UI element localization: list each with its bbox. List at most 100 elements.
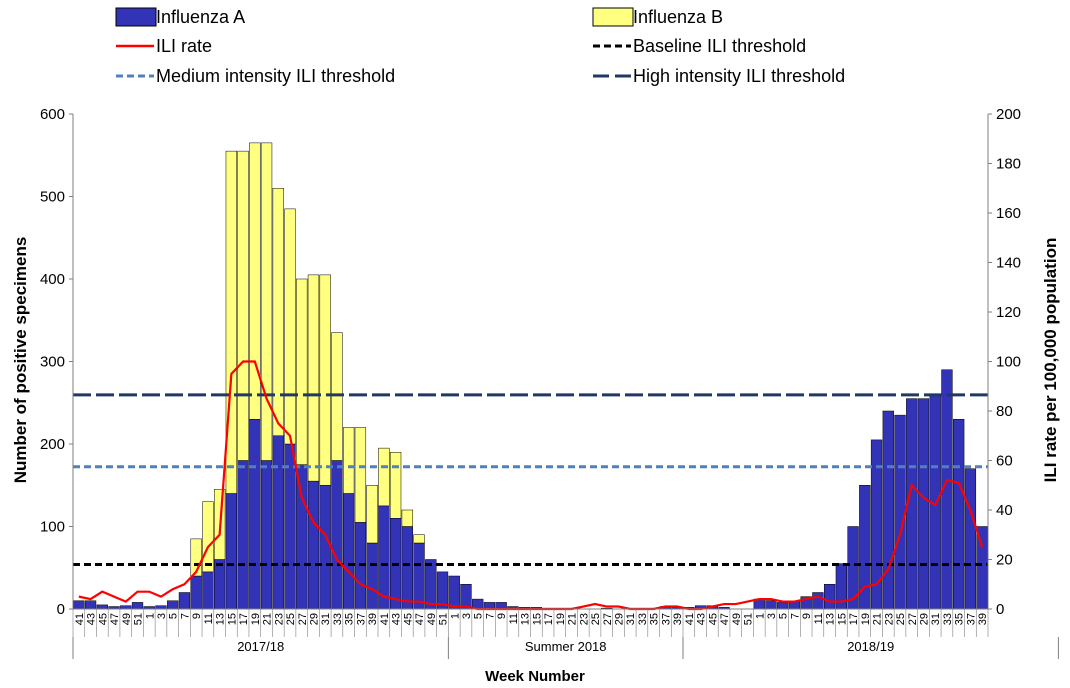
bar-influenza-a [777,602,789,610]
x-tick-label: 39 [977,613,989,625]
x-tick-label: 51 [438,613,450,625]
y-left-tick-label: 400 [40,271,65,288]
y-right-tick-label: 180 [996,156,1021,173]
x-tick-label: 19 [860,613,872,625]
bar-influenza-b [366,485,378,544]
plot-area [73,142,988,611]
y-right-tick-label: 120 [996,304,1021,321]
x-tick-label: 43 [696,613,708,625]
x-tick-label: 5 [778,613,790,619]
y-right-tick-label: 140 [996,255,1021,272]
y-right-tick-label: 100 [996,354,1021,371]
x-tick-label: 47 [414,613,426,625]
x-axis-label: Week Number [485,668,585,685]
bar-influenza-a [178,592,191,610]
y-right-tick-label: 0 [996,601,1004,618]
x-tick-label: 21 [262,613,274,625]
x-tick-label: 7 [789,613,801,619]
y-axis-label-left: Number of positive specimens [11,237,30,484]
y-left-tick-label: 500 [40,189,65,206]
bar-influenza-b [202,501,214,573]
x-tick-label: 23 [578,613,590,625]
legend-label: Influenza B [633,7,723,27]
x-tick-label: 45 [402,613,414,625]
bar-influenza-a [765,600,777,610]
x-tick-label: 29 [308,613,320,625]
bar-influenza-a [213,559,226,610]
bar-influenza-b [319,274,331,486]
x-tick-label: 3 [461,613,473,619]
x-tick-label: 31 [625,613,637,625]
bar-influenza-a [331,460,343,610]
bar-influenza-b [190,538,202,577]
y-left-tick-label: 600 [40,106,65,123]
legend-swatch [115,7,157,27]
bar-influenza-b [284,208,296,445]
x-tick-label: 9 [801,613,813,619]
bar-influenza-a [307,480,320,610]
season-label: 2017/18 [237,639,284,654]
bar-influenza-b [401,509,413,527]
bar-influenza-a [917,398,930,610]
bar-influenza-b [331,332,343,461]
legend-label: ILI rate [156,36,212,56]
y-right-tick-label: 80 [996,403,1013,420]
y-left-tick-label: 200 [40,436,65,453]
bar-influenza-a [319,485,331,610]
bar-influenza-a [84,600,97,610]
bar-influenza-a [131,602,144,610]
bar-influenza-a [448,575,460,610]
x-tick-label: 1 [144,613,156,619]
x-tick-label: 31 [320,613,332,625]
x-tick-label: 15 [836,613,848,625]
x-tick-label: 43 [391,613,403,625]
x-tick-label: 11 [813,613,825,624]
bar-influenza-a [260,460,273,610]
x-tick-label: 43 [86,613,98,625]
x-tick-label: 33 [942,613,954,625]
x-tick-label: 19 [250,613,262,625]
x-tick-label: 35 [649,613,661,625]
x-tick-label: 25 [895,613,907,625]
bar-influenza-a [953,419,965,610]
bar-influenza-b [389,452,402,519]
x-tick-label: 13 [520,613,532,625]
x-tick-label: 13 [825,613,837,625]
bar-influenza-a [272,435,284,610]
x-tick-label: 51 [743,613,755,625]
bar-influenza-b [378,447,390,507]
season-label: Summer 2018 [525,639,607,654]
bar-influenza-b [307,274,320,482]
bar-influenza-a [343,493,355,610]
x-tick-label: 1 [449,613,461,619]
x-tick-label: 7 [179,613,191,619]
x-tick-label: 21 [872,613,884,625]
x-tick-label: 25 [590,613,602,625]
x-tick-label: 15 [226,613,238,625]
x-tick-label: 49 [426,613,438,625]
bar-influenza-a [167,600,179,610]
bar-influenza-a [413,542,425,610]
bar-influenza-a [812,592,824,610]
legend-label: Medium intensity ILI threshold [156,66,395,86]
bar-influenza-a [823,584,836,610]
bar-influenza-a [190,575,202,610]
y-right-tick-label: 60 [996,453,1013,470]
bar-influenza-a [460,584,472,610]
bar-influenza-b [413,534,425,544]
x-tick-label: 51 [133,613,145,625]
x-tick-label: 45 [707,613,719,625]
bar-influenza-a [202,571,214,610]
bar-influenza-b [237,150,249,461]
season-label: 2018/19 [847,639,894,654]
x-tick-label: 17 [848,613,860,625]
bar-influenza-b [225,150,238,494]
bar-influenza-a [366,542,378,610]
x-tick-label: 37 [660,613,672,625]
y-left-tick-label: 100 [40,519,65,536]
bar-influenza-a [96,604,108,610]
x-tick-label: 41 [379,613,391,625]
y-right-tick-label: 40 [996,502,1013,519]
x-tick-label: 49 [121,613,133,625]
bar-influenza-b [272,188,284,436]
